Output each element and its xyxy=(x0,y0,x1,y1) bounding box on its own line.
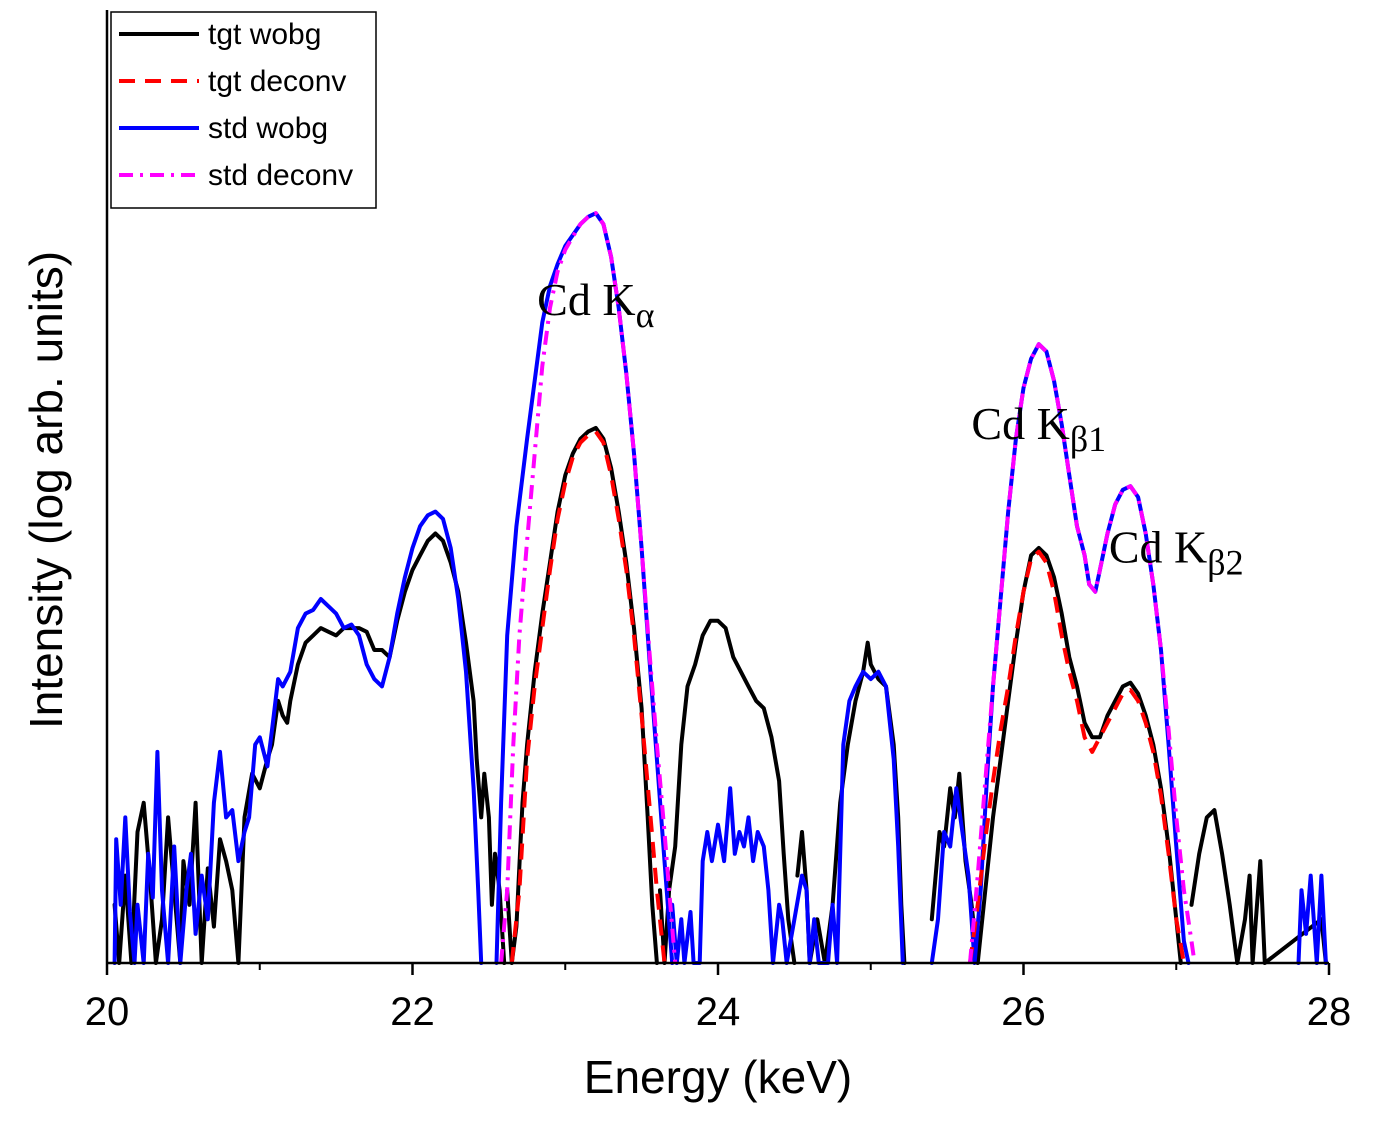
legend-label-std-wobg: std wobg xyxy=(208,112,328,145)
x-tick-label: 26 xyxy=(1001,990,1046,1034)
series-line-tgt-wobg xyxy=(1189,808,1328,965)
x-tick-label: 24 xyxy=(696,990,741,1034)
series-line-std-wobg xyxy=(670,669,905,965)
x-tick-label: 22 xyxy=(390,990,435,1034)
series-line-tgt-deconv xyxy=(509,429,667,964)
series-line-tgt-deconv xyxy=(968,549,1186,964)
legend-label-tgt-deconv: tgt deconv xyxy=(208,65,346,98)
peak-label: Cd Kβ2 xyxy=(1109,522,1244,583)
series-line-std-wobg xyxy=(112,509,484,965)
peak-annotations: Cd Kα Cd Kβ1 Cd Kβ2 xyxy=(537,274,1243,583)
legend: tgt wobg tgt deconv std wobg std deconv xyxy=(110,11,377,209)
x-tick-label: 20 xyxy=(85,990,130,1034)
y-axis-label: Intensity (log arb. units) xyxy=(20,251,72,729)
series-line-std-deconv xyxy=(968,342,1197,964)
series-line-tgt-wobg xyxy=(658,618,797,965)
legend-label-std-deconv: std deconv xyxy=(208,159,353,192)
axes: 20 22 24 26 28 xyxy=(85,10,1352,1034)
series-line-tgt-wobg xyxy=(505,425,659,965)
series-line-std-wobg xyxy=(1296,873,1328,965)
x-tick-label: 28 xyxy=(1307,990,1352,1034)
legend-label-tgt-wobg: tgt wobg xyxy=(208,18,321,51)
series-layer xyxy=(112,211,1328,965)
x-axis-label: Energy (keV) xyxy=(584,1051,852,1103)
series-line-std-deconv xyxy=(499,211,678,964)
peak-label: Cd Kα xyxy=(537,274,654,335)
peak-label: Cd Kβ1 xyxy=(971,398,1106,459)
